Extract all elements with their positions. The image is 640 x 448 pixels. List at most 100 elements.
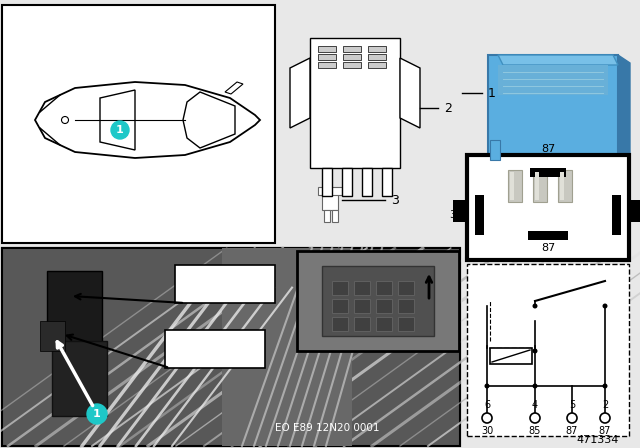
Bar — [354, 317, 370, 331]
Circle shape — [111, 121, 129, 139]
Bar — [52, 341, 107, 416]
Bar — [332, 299, 348, 313]
Bar — [332, 210, 338, 222]
Text: 2: 2 — [602, 400, 608, 410]
Bar — [533, 170, 547, 202]
Bar — [376, 281, 392, 295]
Text: K6316: K6316 — [193, 335, 237, 348]
Bar — [382, 168, 392, 196]
Bar — [490, 348, 532, 364]
Bar — [398, 281, 414, 295]
Bar — [376, 317, 392, 331]
Bar — [40, 321, 65, 351]
Bar — [535, 172, 539, 200]
Bar — [453, 200, 467, 222]
Bar — [318, 46, 336, 52]
Polygon shape — [290, 58, 310, 128]
Text: 2: 2 — [444, 102, 452, 115]
Bar — [560, 172, 564, 200]
Polygon shape — [498, 55, 618, 65]
Text: 1: 1 — [488, 86, 496, 99]
Bar — [322, 266, 434, 336]
Text: 5: 5 — [569, 400, 575, 410]
Bar — [2, 5, 275, 243]
Polygon shape — [100, 90, 135, 150]
Bar — [558, 170, 572, 202]
Text: 87: 87 — [599, 426, 611, 436]
Circle shape — [484, 383, 490, 388]
Bar — [510, 172, 514, 200]
Bar — [318, 54, 336, 60]
Bar — [398, 317, 414, 331]
Bar — [343, 62, 361, 68]
Bar — [467, 264, 629, 436]
Bar — [318, 187, 342, 195]
Polygon shape — [618, 55, 630, 178]
Text: K6341: K6341 — [203, 270, 247, 283]
Bar — [368, 54, 386, 60]
Bar — [530, 168, 566, 177]
Circle shape — [567, 413, 577, 423]
Text: 3: 3 — [391, 194, 399, 207]
Bar — [297, 251, 459, 351]
Circle shape — [87, 404, 107, 424]
Bar — [368, 46, 386, 52]
Text: 471334: 471334 — [577, 435, 619, 445]
Bar — [322, 168, 332, 196]
Bar — [629, 200, 640, 222]
Bar — [368, 62, 386, 68]
Bar — [2, 248, 460, 446]
Bar — [354, 281, 370, 295]
Polygon shape — [400, 58, 420, 128]
Bar — [490, 140, 500, 160]
Bar — [343, 54, 361, 60]
Polygon shape — [35, 82, 260, 158]
Bar — [376, 299, 392, 313]
Circle shape — [600, 413, 610, 423]
Text: 6: 6 — [484, 400, 490, 410]
Bar — [222, 248, 352, 446]
Bar — [354, 299, 370, 313]
Bar — [332, 317, 348, 331]
Text: 87: 87 — [541, 144, 555, 154]
Bar — [508, 170, 522, 202]
Bar — [175, 265, 275, 303]
Text: K6341*1B: K6341*1B — [191, 285, 260, 298]
Bar — [332, 281, 348, 295]
Bar — [47, 271, 102, 346]
Bar — [324, 210, 330, 222]
Circle shape — [532, 383, 538, 388]
Text: 1: 1 — [93, 409, 101, 419]
Circle shape — [602, 383, 607, 388]
Circle shape — [61, 116, 68, 124]
Bar — [528, 231, 568, 240]
Circle shape — [532, 349, 538, 353]
Bar — [467, 155, 629, 260]
Bar — [612, 195, 621, 235]
Text: K6316*1B: K6316*1B — [180, 350, 250, 363]
Bar — [398, 299, 414, 313]
Bar — [343, 46, 361, 52]
Text: 87: 87 — [541, 243, 555, 253]
Text: 1: 1 — [116, 125, 124, 135]
Bar — [488, 55, 618, 170]
Bar — [362, 168, 372, 196]
Text: 87: 87 — [566, 426, 578, 436]
Text: 30: 30 — [449, 210, 463, 220]
Bar — [342, 168, 352, 196]
Circle shape — [530, 413, 540, 423]
Bar — [475, 195, 484, 235]
Circle shape — [602, 303, 607, 309]
Polygon shape — [183, 92, 235, 148]
Bar — [498, 65, 608, 95]
Bar — [165, 330, 265, 368]
Text: 30: 30 — [481, 426, 493, 436]
Text: EO E89 12N20 0001: EO E89 12N20 0001 — [275, 423, 380, 433]
Polygon shape — [225, 82, 243, 94]
Text: 4: 4 — [532, 400, 538, 410]
Bar — [493, 168, 603, 190]
Circle shape — [482, 413, 492, 423]
Circle shape — [532, 303, 538, 309]
Bar — [310, 38, 400, 168]
Bar — [318, 62, 336, 68]
